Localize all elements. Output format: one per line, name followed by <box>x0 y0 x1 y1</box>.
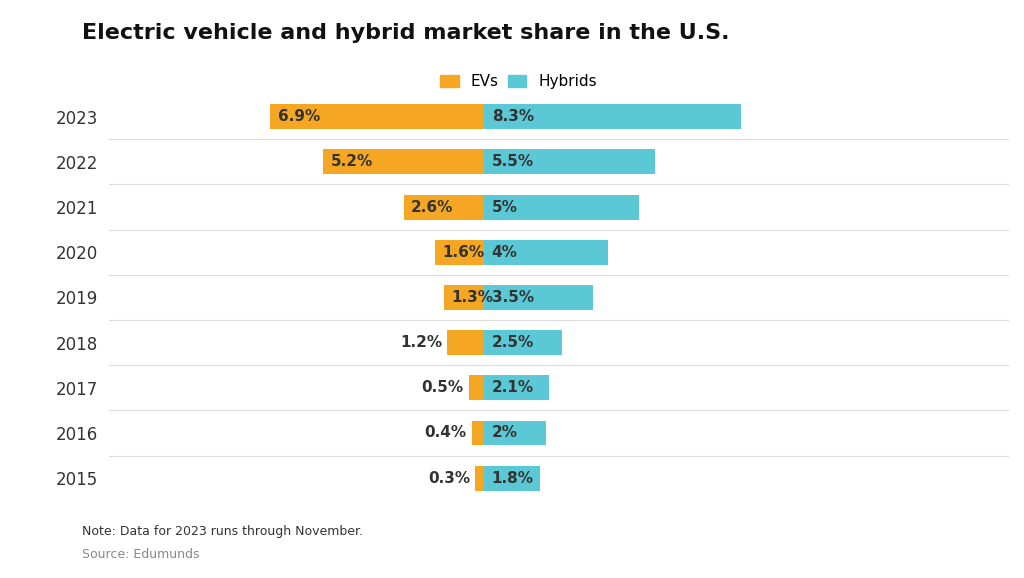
Text: 1.2%: 1.2% <box>400 335 442 350</box>
Text: 6.9%: 6.9% <box>278 109 321 124</box>
Bar <box>484 421 546 446</box>
Bar <box>484 240 608 265</box>
Bar <box>469 375 484 400</box>
Text: 5%: 5% <box>492 199 517 214</box>
Text: 5.5%: 5.5% <box>492 154 534 169</box>
Text: 1.8%: 1.8% <box>492 470 534 486</box>
Bar <box>444 285 484 310</box>
Bar <box>484 330 562 355</box>
Text: 8.3%: 8.3% <box>492 109 534 124</box>
Legend: EVs, Hybrids: EVs, Hybrids <box>440 75 597 90</box>
Text: Electric vehicle and hybrid market share in the U.S.: Electric vehicle and hybrid market share… <box>82 23 729 43</box>
Bar <box>475 466 484 491</box>
Bar <box>270 104 484 129</box>
Text: 0.5%: 0.5% <box>422 380 464 395</box>
Bar <box>484 195 639 220</box>
Text: 0.4%: 0.4% <box>425 425 467 440</box>
Bar <box>472 421 484 446</box>
Bar <box>324 150 484 175</box>
Text: 2.5%: 2.5% <box>492 335 534 350</box>
Bar <box>484 104 741 129</box>
Text: 2%: 2% <box>492 425 518 440</box>
Text: 2.6%: 2.6% <box>412 199 454 214</box>
Text: 1.3%: 1.3% <box>452 290 494 305</box>
Text: 4%: 4% <box>492 244 517 260</box>
Text: 2.1%: 2.1% <box>492 380 534 395</box>
Bar <box>403 195 484 220</box>
Text: 1.6%: 1.6% <box>442 244 484 260</box>
Bar <box>484 285 593 310</box>
Bar <box>434 240 484 265</box>
Bar <box>447 330 484 355</box>
Text: Note: Data for 2023 runs through November.: Note: Data for 2023 runs through Novembe… <box>82 525 362 538</box>
Bar <box>484 466 540 491</box>
Text: 0.3%: 0.3% <box>428 470 470 486</box>
Bar <box>484 375 549 400</box>
Text: Source: Edumunds: Source: Edumunds <box>82 548 200 561</box>
Bar <box>484 150 654 175</box>
Text: 3.5%: 3.5% <box>492 290 534 305</box>
Text: 5.2%: 5.2% <box>331 154 373 169</box>
